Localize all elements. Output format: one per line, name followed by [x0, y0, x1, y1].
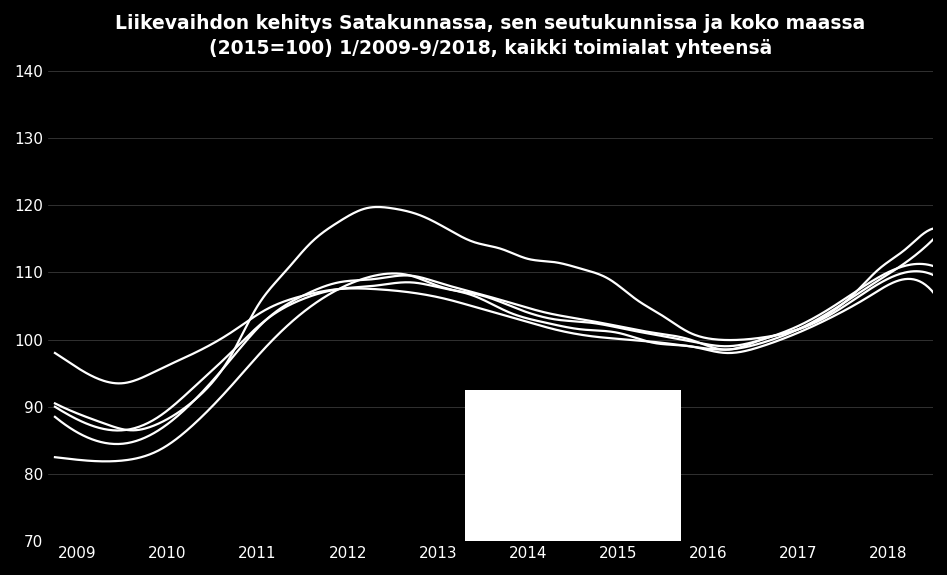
- Bar: [465, 390, 681, 541]
- Title: Liikevaihdon kehitys Satakunnassa, sen seutukunnissa ja koko maassa
(2015=100) 1: Liikevaihdon kehitys Satakunnassa, sen s…: [116, 14, 866, 58]
